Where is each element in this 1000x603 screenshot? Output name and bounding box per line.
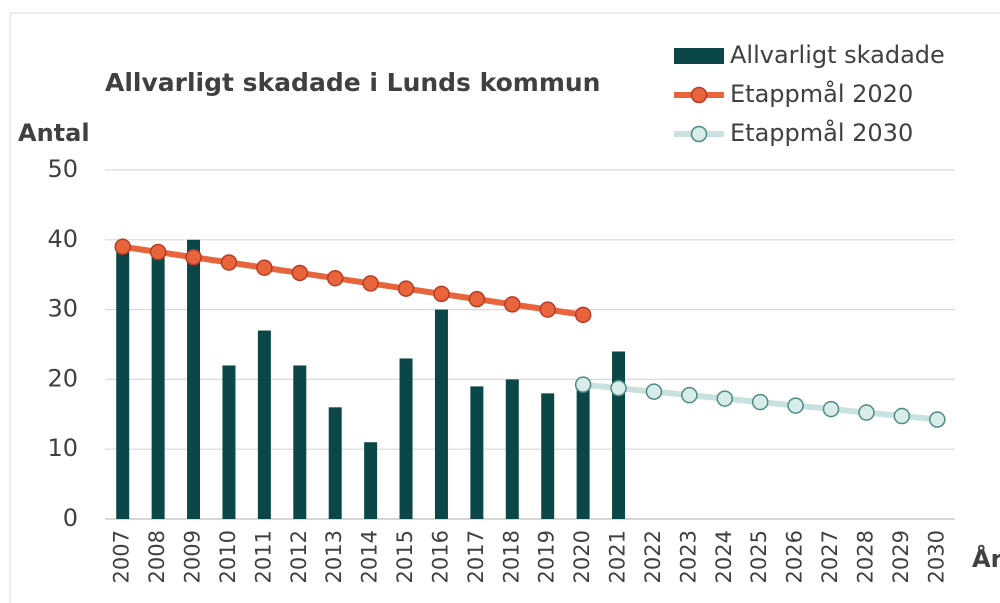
y-tick-label: 10: [47, 434, 78, 462]
bar: [187, 239, 201, 520]
x-tick-label: 2025: [747, 530, 771, 583]
x-tick-label: 2013: [322, 530, 346, 583]
bar: [116, 246, 130, 519]
y-tick-label: 50: [47, 155, 78, 183]
marker: [751, 393, 769, 411]
legend-swatch: [674, 48, 724, 64]
marker: [468, 290, 486, 308]
x-tick-label: 2019: [535, 530, 559, 583]
legend-marker: [690, 86, 708, 104]
x-tick-label: 2014: [358, 530, 382, 583]
x-tick-label: 2030: [924, 530, 948, 583]
bar: [505, 379, 519, 519]
x-tick-label: 2029: [889, 530, 913, 583]
y-tick-label: 30: [47, 295, 78, 323]
marker: [929, 411, 946, 428]
x-tick-label: 2027: [818, 530, 842, 583]
x-tick-label: 2015: [393, 530, 417, 583]
x-tick-label: 2024: [712, 530, 736, 583]
marker: [574, 376, 592, 393]
y-axis-label: Antal: [18, 119, 90, 147]
bar: [151, 253, 165, 519]
marker: [645, 383, 663, 400]
marker: [433, 285, 450, 303]
x-tick-label: 2020: [570, 530, 594, 583]
x-tick-label: 2026: [783, 530, 807, 583]
bar: [293, 365, 307, 519]
marker: [220, 254, 238, 271]
x-tick-label: 2012: [287, 530, 311, 583]
chart-title: Allvarligt skadade i Lunds kommun: [105, 68, 600, 97]
legend-label: Allvarligt skadade: [730, 41, 945, 69]
bar: [576, 386, 590, 519]
x-tick-label: 2028: [853, 530, 877, 583]
x-tick-label: 2017: [464, 530, 488, 583]
marker: [291, 264, 309, 282]
y-tick-label: 0: [63, 504, 78, 532]
marker: [149, 243, 167, 261]
bar: [612, 351, 626, 519]
x-tick-label: 2007: [110, 530, 134, 583]
y-tick-label: 20: [47, 364, 78, 392]
x-tick-label: 2009: [181, 530, 205, 583]
x-tick-label: 2008: [145, 530, 169, 583]
x-tick-label: 2023: [676, 530, 700, 583]
marker: [858, 404, 875, 421]
bar: [222, 365, 236, 519]
chart-border: [9, 12, 1000, 603]
x-tick-label: 2011: [251, 530, 275, 583]
marker: [362, 275, 379, 292]
marker: [185, 249, 202, 266]
marker: [539, 301, 556, 318]
x-tick-label: 2018: [499, 530, 523, 583]
x-axis-label: År: [972, 544, 1000, 573]
marker: [397, 280, 415, 297]
bar: [399, 358, 413, 519]
marker: [326, 269, 344, 287]
marker: [256, 259, 273, 276]
bar: [364, 442, 378, 519]
marker: [504, 296, 521, 313]
marker: [893, 407, 911, 425]
legend-label: Etappmål 2030: [730, 118, 913, 147]
legend-marker: [690, 125, 708, 143]
marker: [574, 306, 592, 324]
marker: [787, 397, 804, 414]
bar: [257, 330, 271, 519]
bar: [541, 393, 555, 519]
legend-label: Etappmål 2020: [730, 79, 913, 108]
x-tick-label: 2016: [428, 530, 452, 583]
y-tick-label: 40: [47, 225, 78, 253]
bar: [434, 309, 448, 519]
marker: [610, 379, 627, 397]
bar: [470, 386, 484, 519]
x-tick-label: 2022: [641, 530, 665, 583]
marker: [822, 400, 840, 418]
bar: [328, 407, 342, 519]
marker: [114, 238, 131, 256]
marker: [716, 390, 734, 407]
marker: [681, 386, 698, 404]
x-tick-label: 2021: [606, 530, 630, 583]
x-tick-label: 2010: [216, 530, 240, 583]
